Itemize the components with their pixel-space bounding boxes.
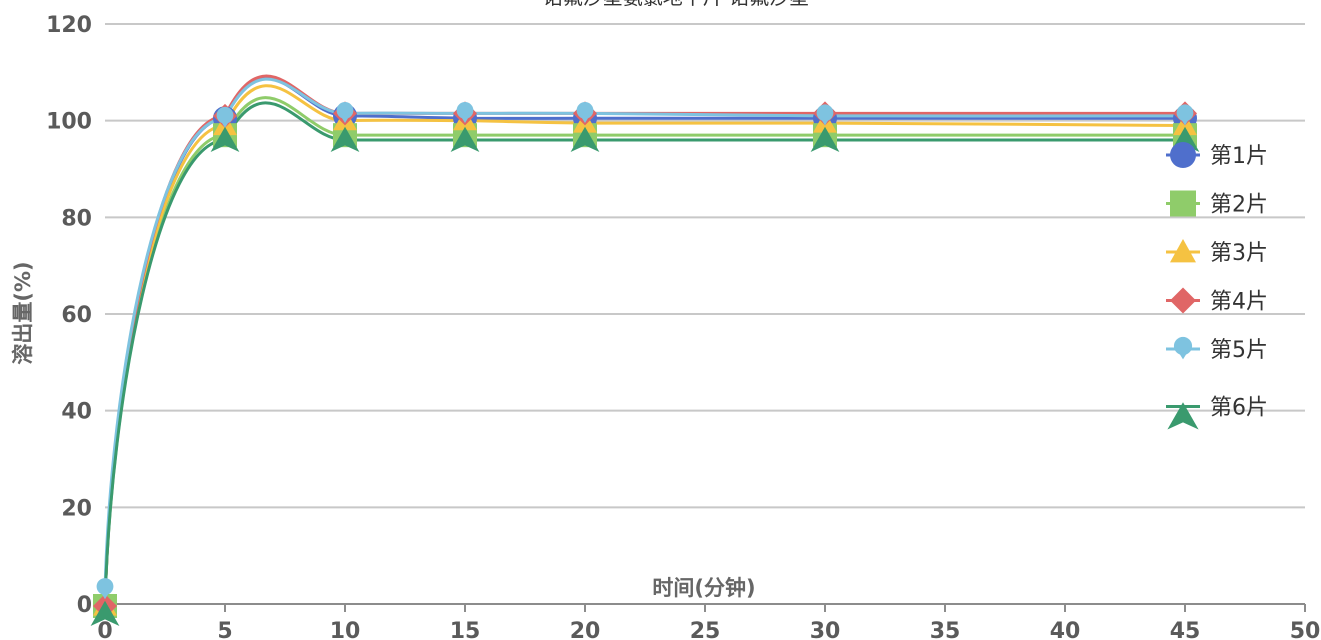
data-point-series-6 bbox=[450, 126, 480, 152]
x-tick-label: 40 bbox=[1050, 619, 1081, 640]
legend-marker-icon bbox=[1170, 239, 1196, 263]
data-point-series-6 bbox=[330, 126, 360, 152]
series-line-6 bbox=[103, 101, 1185, 605]
data-point-series-5 bbox=[96, 578, 114, 600]
x-tick-label: 30 bbox=[810, 619, 841, 640]
x-tick-label: 25 bbox=[690, 619, 721, 640]
data-point-series-5 bbox=[576, 102, 594, 124]
chart-title: 诺氟沙星氨氯地平片 诺氟沙星 bbox=[543, 0, 809, 9]
y-tick-label: 100 bbox=[46, 110, 92, 135]
legend-item-4[interactable]: 第4片 bbox=[1166, 287, 1268, 315]
x-tick-label: 10 bbox=[330, 619, 361, 640]
series-markers bbox=[90, 101, 1200, 626]
legend-item-3[interactable]: 第3片 bbox=[1166, 239, 1268, 266]
data-point-series-6 bbox=[570, 126, 600, 152]
series-line-3 bbox=[103, 84, 1186, 605]
x-tick-label: 15 bbox=[450, 619, 481, 640]
y-axis-title: 溶出量(%) bbox=[11, 261, 35, 364]
y-tick-label: 40 bbox=[61, 400, 92, 425]
x-tick-label: 5 bbox=[217, 619, 232, 640]
y-tick-label: 80 bbox=[61, 206, 92, 231]
legend-label: 第2片 bbox=[1210, 193, 1268, 218]
x-tick-label: 20 bbox=[570, 619, 601, 640]
legend-label: 第3片 bbox=[1210, 241, 1268, 266]
data-point-series-5 bbox=[216, 106, 234, 128]
x-tick-label: 50 bbox=[1290, 619, 1321, 640]
data-point-series-6 bbox=[90, 600, 120, 626]
x-tick-label: 35 bbox=[930, 619, 961, 640]
legend-marker-icon bbox=[1173, 336, 1193, 360]
legend-label: 第6片 bbox=[1210, 396, 1268, 421]
legend-marker-icon bbox=[1170, 287, 1196, 314]
legend-marker-icon bbox=[1170, 142, 1196, 168]
series-line-5 bbox=[103, 77, 1186, 590]
y-tick-label: 60 bbox=[61, 303, 92, 328]
legend-item-6[interactable]: 第6片 bbox=[1166, 396, 1268, 430]
x-tick-label: 0 bbox=[97, 619, 112, 640]
series-lines bbox=[103, 74, 1186, 605]
series-line-1 bbox=[103, 77, 1185, 605]
legend-marker-icon bbox=[1167, 402, 1199, 430]
data-point-series-5 bbox=[1176, 104, 1194, 126]
data-point-series-5 bbox=[456, 102, 474, 124]
legend-label: 第1片 bbox=[1210, 144, 1268, 169]
series-line-4 bbox=[103, 74, 1185, 605]
data-point-series-5 bbox=[816, 104, 834, 126]
y-tick-label: 120 bbox=[46, 13, 92, 38]
series-line-2 bbox=[103, 96, 1185, 605]
y-tick-label: 0 bbox=[77, 593, 92, 618]
y-tick-label: 20 bbox=[61, 496, 92, 521]
x-tick-label: 45 bbox=[1170, 619, 1201, 640]
x-axis-title: 时间(分钟) bbox=[652, 576, 755, 600]
data-point-series-6 bbox=[810, 126, 840, 152]
legend-item-5[interactable]: 第5片 bbox=[1166, 336, 1268, 363]
axes: 0 20 40 60 80 100 120 0 5 10 15 20 25 30 35 40 45 50 bbox=[46, 13, 1320, 640]
data-point-series-5 bbox=[336, 102, 354, 124]
legend-item-1[interactable]: 第1片 bbox=[1166, 142, 1268, 169]
legend-marker-icon bbox=[1170, 190, 1196, 217]
legend-label: 第5片 bbox=[1210, 338, 1268, 363]
grid-lines bbox=[105, 23, 1305, 509]
legend-item-2[interactable]: 第2片 bbox=[1166, 190, 1268, 218]
data-point-series-6 bbox=[210, 126, 240, 152]
legend-label: 第4片 bbox=[1210, 290, 1268, 315]
